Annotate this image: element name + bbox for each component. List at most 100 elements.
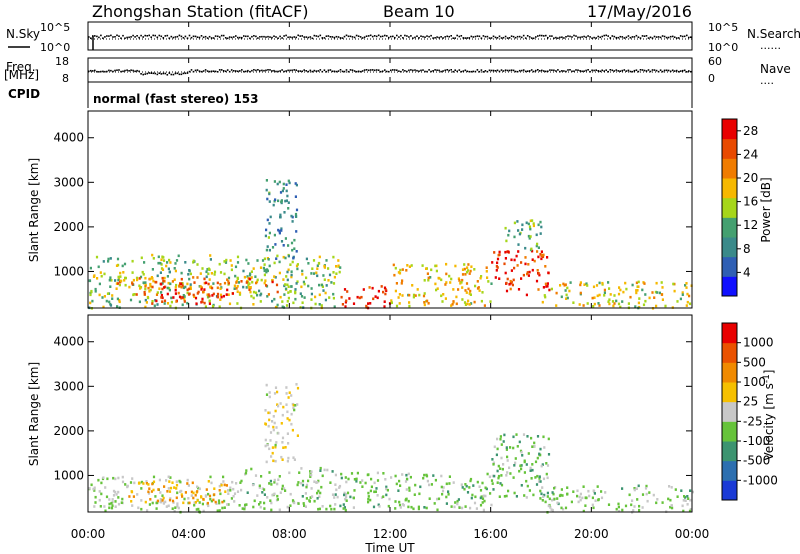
data-cell (491, 474, 494, 478)
data-cell (186, 478, 189, 482)
data-cell (500, 483, 504, 487)
data-cell (582, 304, 585, 307)
colorbar-tick-label: 24 (743, 147, 758, 161)
data-cell (338, 486, 341, 489)
data-cell (109, 285, 112, 288)
freq-point (275, 70, 277, 73)
noise-point (420, 35, 422, 37)
data-cell (150, 490, 153, 493)
data-cell (367, 500, 370, 504)
freq-point (110, 69, 112, 72)
data-cell (496, 437, 499, 441)
freq-point (337, 70, 340, 72)
data-cell (138, 277, 141, 280)
noise-point (440, 36, 442, 38)
data-cell (97, 478, 100, 482)
data-cell (423, 292, 426, 295)
data-cell (205, 275, 208, 279)
data-cell (272, 425, 275, 429)
data-cell (169, 261, 172, 264)
data-cell (313, 499, 316, 503)
data-cell (263, 281, 266, 285)
data-cell (319, 466, 322, 470)
data-cell (143, 293, 146, 296)
freq-point (377, 69, 380, 71)
data-cell (236, 285, 239, 288)
data-cell (208, 299, 211, 303)
noise-point (303, 36, 305, 38)
data-cell (399, 268, 402, 272)
noise-point (343, 35, 346, 38)
noise-point (629, 36, 632, 39)
data-cell (278, 508, 281, 512)
data-cell (515, 495, 518, 498)
data-cell (295, 230, 298, 233)
data-cell (464, 273, 467, 276)
data-cell (156, 303, 159, 306)
noise-point (466, 37, 469, 39)
data-cell (394, 289, 397, 293)
data-cell (355, 477, 358, 481)
data-cell (544, 295, 547, 299)
data-cell (498, 277, 501, 280)
data-cell (320, 304, 323, 307)
freq-point (230, 69, 233, 71)
data-cell (641, 493, 645, 496)
data-cell (394, 266, 397, 270)
data-cell (596, 485, 599, 488)
data-cell (689, 489, 692, 492)
data-cell (330, 507, 333, 511)
data-cell (282, 446, 285, 449)
data-cell (106, 292, 110, 295)
data-cell (418, 293, 421, 297)
data-cell (608, 302, 611, 306)
noise-point (603, 34, 605, 37)
noise-point (237, 36, 239, 39)
data-cell (458, 279, 461, 282)
data-cell (226, 288, 229, 292)
data-cell (532, 493, 535, 497)
velocity-colorbar-label-exp: -1 (762, 374, 772, 383)
freq-point (456, 70, 458, 73)
data-cell (301, 269, 304, 273)
data-cell (346, 290, 349, 293)
data-cell (536, 435, 540, 438)
freq-point (202, 70, 205, 72)
data-cell (576, 489, 579, 493)
data-cell (436, 287, 439, 290)
data-cell (300, 285, 303, 289)
freq-point (319, 69, 322, 71)
noise-point (412, 37, 414, 39)
data-cell (518, 469, 521, 473)
noise-point (454, 37, 456, 39)
noise-point (633, 36, 636, 38)
data-cell (291, 499, 295, 502)
data-cell (545, 472, 548, 476)
data-cell (166, 490, 169, 493)
noise-point (156, 36, 159, 39)
data-cell (380, 285, 383, 288)
data-cell (372, 297, 375, 301)
data-cell (208, 294, 211, 298)
data-cell (343, 506, 346, 509)
data-cell (207, 480, 210, 483)
data-cell (291, 260, 294, 264)
data-cell (117, 278, 120, 282)
data-cell (373, 481, 376, 485)
noise-point (450, 35, 452, 37)
data-cell (529, 469, 532, 472)
freq-point (416, 69, 418, 72)
colorbar-tick-label: 12 (743, 218, 758, 232)
noise-point (365, 35, 368, 37)
freq-point (595, 69, 597, 71)
data-cell (274, 409, 277, 413)
data-cell (186, 282, 189, 286)
data-cell (523, 471, 526, 474)
data-cell (159, 498, 162, 501)
noise-tick-left-top: 10^5 (40, 21, 70, 34)
data-cell (461, 506, 464, 510)
data-cell (412, 293, 416, 297)
freq-point (144, 73, 146, 75)
freq-point (651, 69, 654, 71)
data-cell (294, 297, 297, 301)
